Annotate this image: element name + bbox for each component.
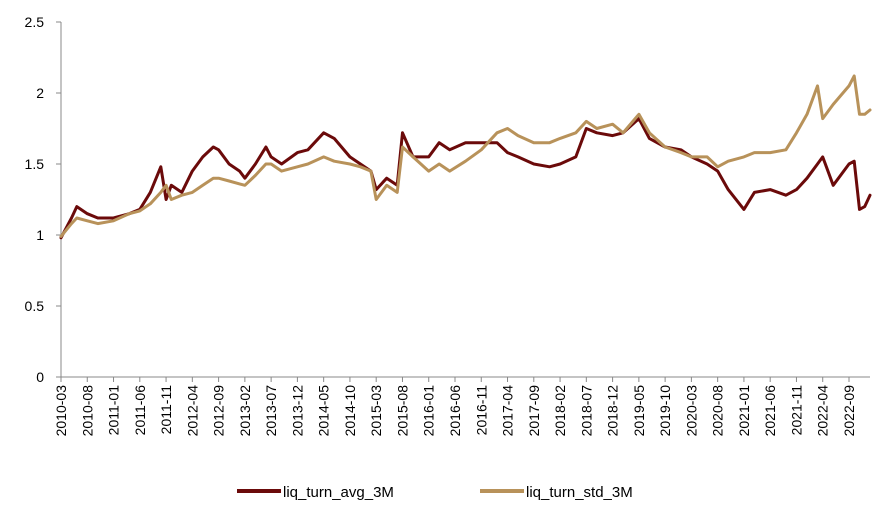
x-tick-label: 2010-03	[53, 385, 69, 437]
y-tick-label: 2.5	[25, 14, 45, 30]
x-axis: 2010-03 2010-08 2011-01 2011-06 2011-11 2012-…	[53, 376, 870, 437]
x-tick-label: 2020-03	[683, 385, 699, 437]
x-tick-label: 2014-05	[316, 385, 332, 437]
x-tick-label: 2022-09	[841, 385, 857, 437]
x-tick-label: 2011-06	[132, 385, 148, 436]
x-tick-label: 2020-08	[710, 385, 726, 437]
x-tick-label: 2018-07	[578, 385, 594, 437]
x-tick-label: 2018-02	[552, 385, 568, 437]
x-tick-label: 2010-08	[79, 385, 95, 437]
x-tick-label: 2019-10	[657, 385, 673, 437]
x-tick-label: 2016-01	[421, 385, 437, 437]
legend-label: liq_turn_avg_3M	[283, 484, 394, 501]
y-tick-label: 2	[36, 85, 44, 101]
series-line-liq-turn-avg-3M	[59, 117, 872, 240]
x-tick-label: 2012-04	[184, 385, 200, 437]
x-tick-label: 2011-11	[158, 385, 174, 435]
x-tick-label: 2015-03	[368, 385, 384, 437]
x-tick-label: 2016-06	[447, 385, 463, 437]
x-tick-label: 2019-05	[631, 385, 647, 437]
y-tick-label: 0	[36, 369, 44, 385]
x-tick-label: 2017-04	[500, 385, 516, 437]
y-tick-label: 0.5	[25, 298, 45, 314]
x-tick-label: 2021-06	[762, 385, 778, 437]
x-tick-label: 2017-09	[526, 385, 542, 437]
legend: liq_turn_avg_3M liq_turn_std_3M	[237, 484, 633, 501]
x-tick-label: 2018-12	[605, 385, 621, 437]
x-tick-label: 2016-11	[473, 385, 489, 436]
x-tick-label: 2015-08	[394, 385, 410, 437]
x-tick-label: 2012-09	[211, 385, 227, 437]
series-line-liq-turn-std-3M	[59, 74, 872, 238]
x-tick-label: 2021-01	[736, 385, 752, 437]
series-layer	[59, 74, 872, 240]
x-tick-label: 2011-01	[106, 385, 122, 436]
y-axis: 0 0.5 1 1.5 2 2.5	[25, 14, 62, 385]
x-tick-label: 2014-10	[342, 385, 358, 437]
x-tick-label: 2022-04	[815, 385, 831, 437]
legend-label: liq_turn_std_3M	[526, 484, 633, 501]
x-tick-label: 2013-12	[289, 385, 305, 437]
x-tick-label: 2013-07	[263, 385, 279, 437]
x-tick-label: 2013-02	[237, 385, 253, 437]
y-tick-label: 1.5	[25, 156, 45, 172]
y-tick-label: 1	[36, 227, 44, 243]
x-tick-label: 2021-11	[788, 385, 804, 436]
